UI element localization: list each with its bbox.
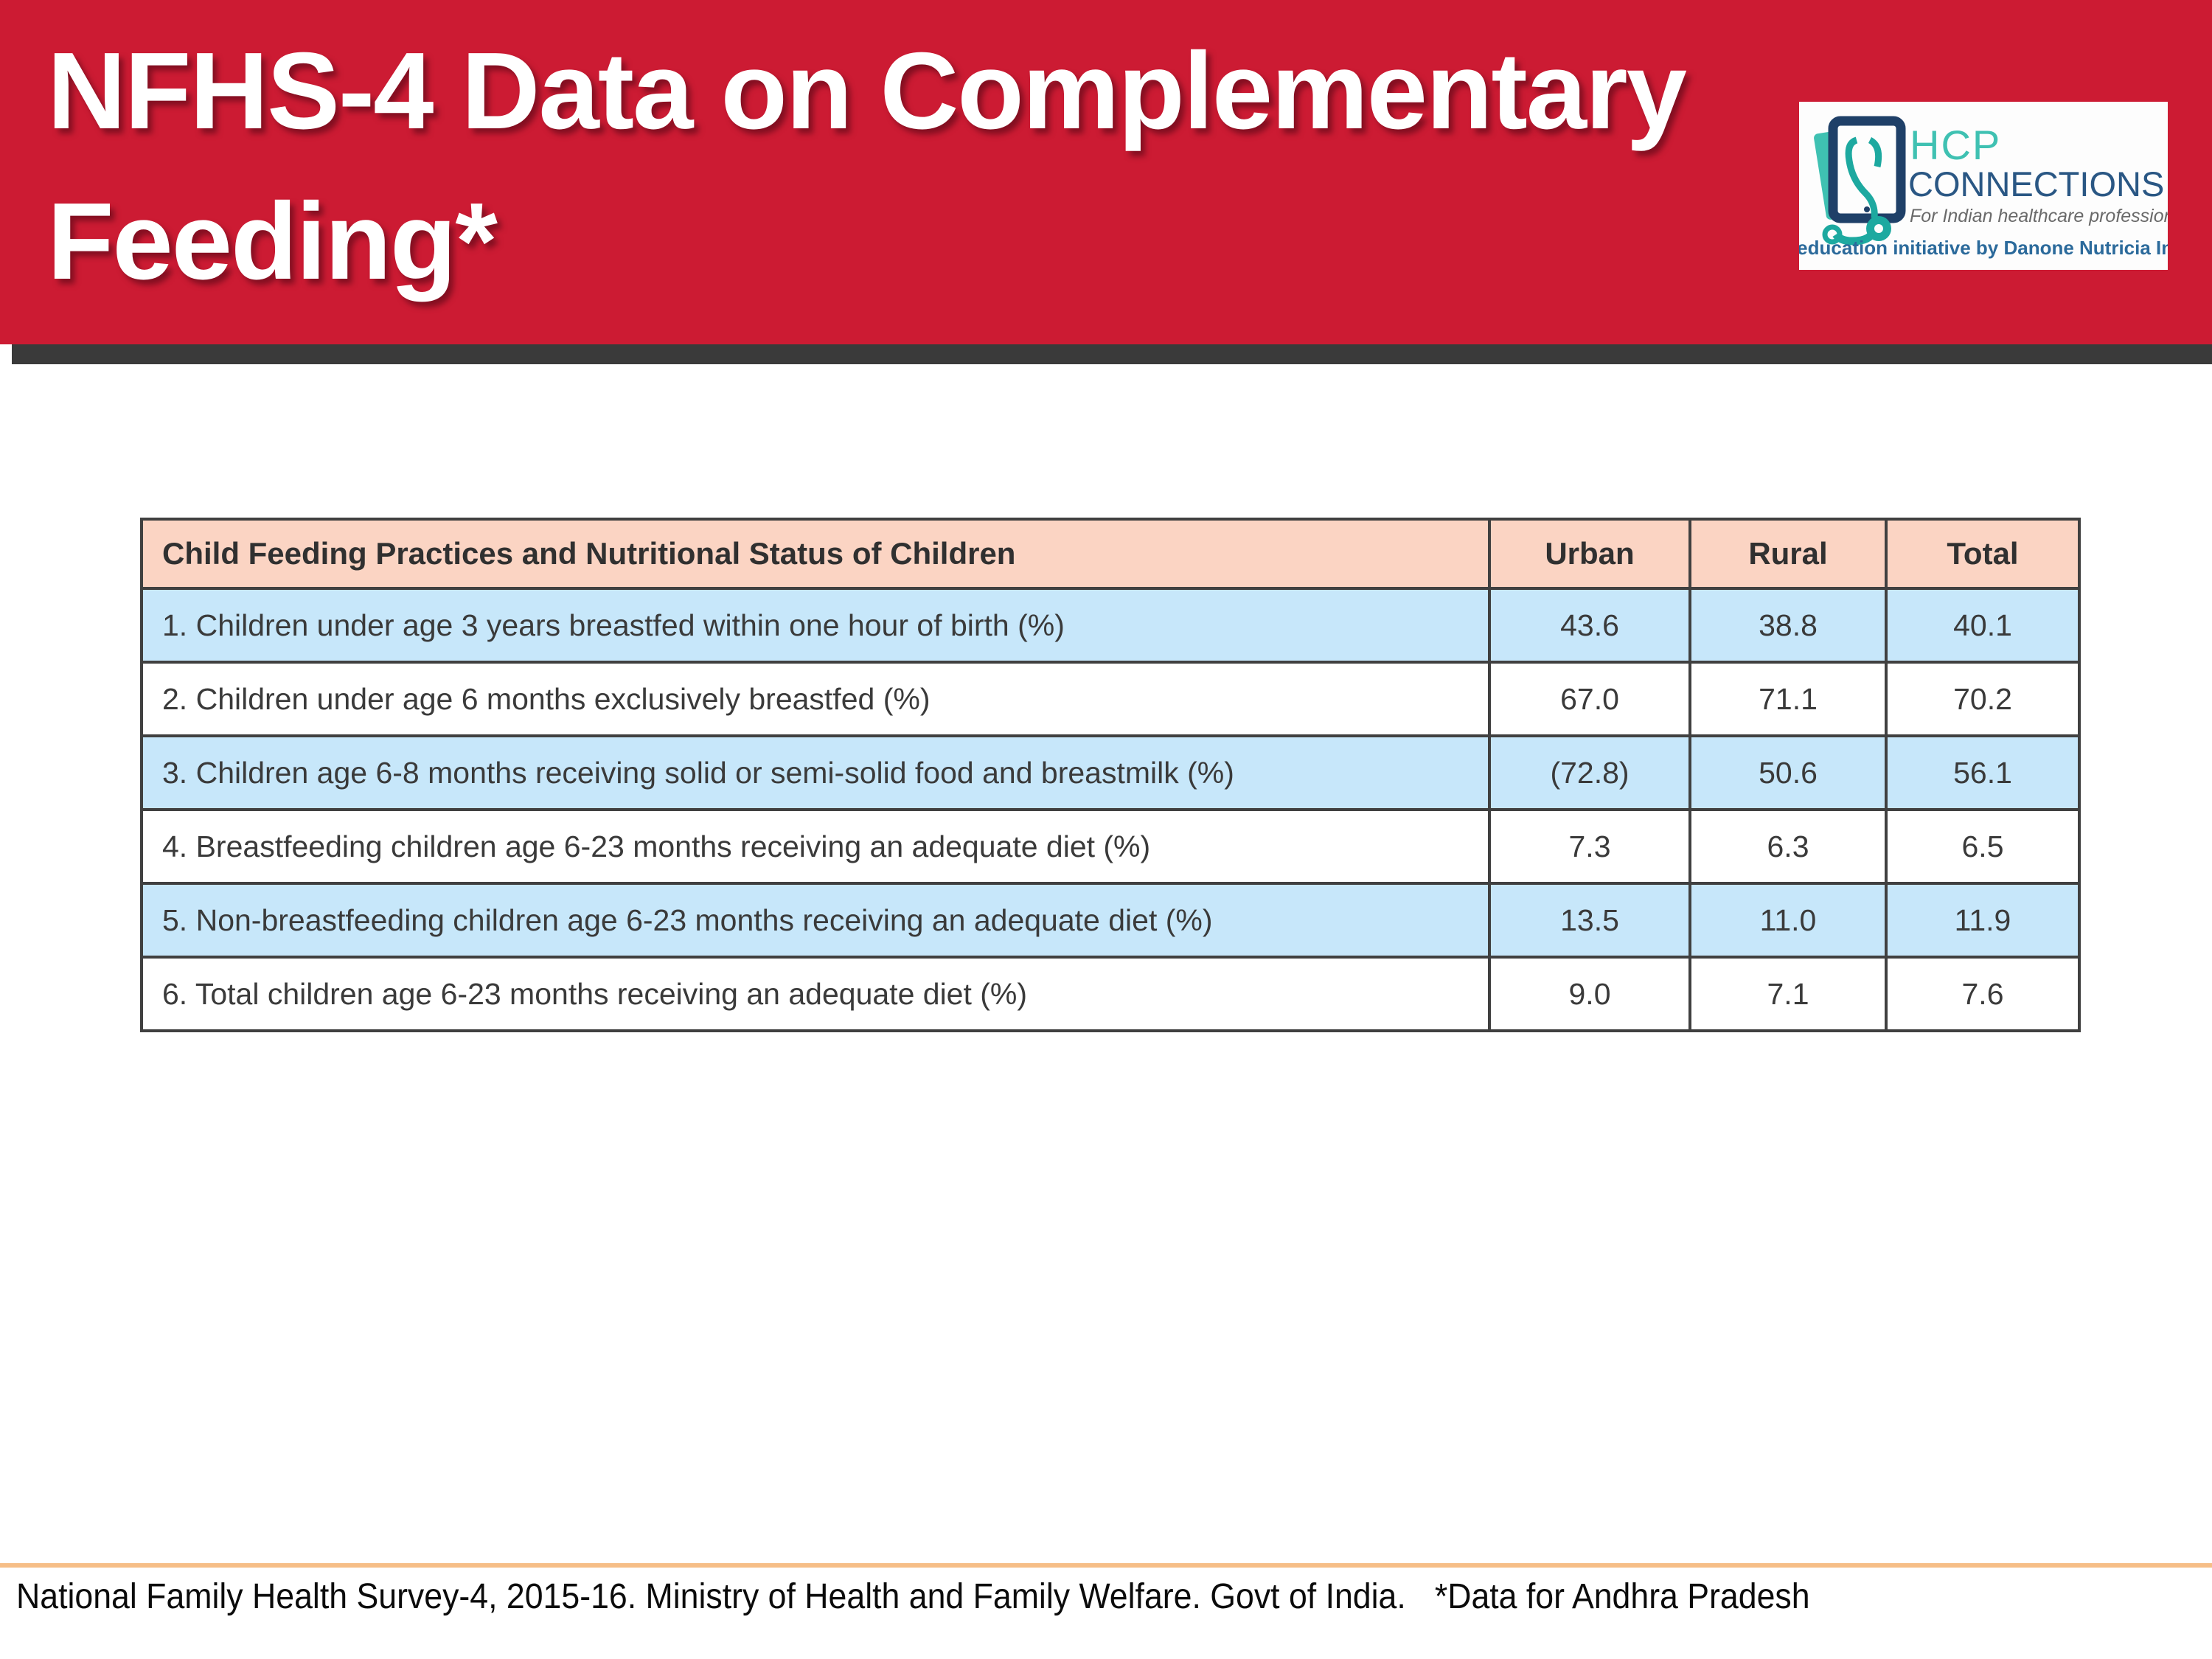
- tablet-home-button: [1864, 206, 1870, 212]
- row-total-value: 56.1: [1885, 734, 2081, 811]
- row-total-value: 40.1: [1885, 587, 2081, 664]
- row-urban-value: 67.0: [1488, 661, 1691, 737]
- slide-title: NFHS-4 Data on Complementary Feeding*: [47, 30, 1687, 303]
- feeding-data-table: Child Feeding Practices and Nutritional …: [140, 518, 2081, 1032]
- row-rural-value: 7.1: [1688, 956, 1888, 1032]
- logo-brand-bottom: CONNECTIONS: [1908, 164, 2164, 204]
- row-label: 5. Non-breastfeeding children age 6-23 m…: [140, 882, 1491, 959]
- row-label: 1. Children under age 3 years breastfed …: [140, 587, 1491, 664]
- header-cell-total: Total: [1885, 518, 2081, 590]
- table-row: 1. Children under age 3 years breastfed …: [140, 587, 2081, 664]
- row-rural-value: 71.1: [1688, 661, 1888, 737]
- table-row: 5. Non-breastfeeding children age 6-23 m…: [140, 882, 2081, 959]
- hcp-connections-logo: HCP CONNECTIONS For Indian healthcare pr…: [1799, 102, 2168, 270]
- row-rural-value: 38.8: [1688, 587, 1888, 664]
- table-header-row: Child Feeding Practices and Nutritional …: [140, 518, 2081, 590]
- footer-citation: National Family Health Survey-4, 2015-16…: [16, 1576, 1810, 1617]
- tablet-icon: [1828, 116, 1906, 223]
- row-rural-value: 11.0: [1688, 882, 1888, 959]
- table-row: 2. Children under age 6 months exclusive…: [140, 661, 2081, 737]
- row-label: 3. Children age 6-8 months receiving sol…: [140, 734, 1491, 811]
- feeding-data-table-wrap: Child Feeding Practices and Nutritional …: [140, 518, 2081, 1032]
- row-urban-value: 43.6: [1488, 587, 1691, 664]
- title-banner: NFHS-4 Data on Complementary Feeding* HC…: [0, 0, 2212, 344]
- row-urban-value: (72.8): [1488, 734, 1691, 811]
- stethoscope-earpiece: [1822, 224, 1843, 245]
- header-cell-label: Child Feeding Practices and Nutritional …: [140, 518, 1491, 590]
- logo-graphic: HCP CONNECTIONS For Indian healthcare pr…: [1799, 116, 2168, 259]
- table-row: 6. Total children age 6-23 months receiv…: [140, 956, 2081, 1032]
- table-row: 4. Breastfeeding children age 6-23 month…: [140, 808, 2081, 885]
- row-label: 6. Total children age 6-23 months receiv…: [140, 956, 1491, 1032]
- banner-drop-shadow: [12, 344, 2212, 364]
- table-row: 3. Children age 6-8 months receiving sol…: [140, 734, 2081, 811]
- stethoscope-chestpiece-hole: [1874, 224, 1883, 233]
- footer-source: National Family Health Survey-4, 2015-16…: [16, 1577, 1406, 1616]
- row-urban-value: 9.0: [1488, 956, 1691, 1032]
- row-total-value: 6.5: [1885, 808, 2081, 885]
- row-label: 2. Children under age 6 months exclusive…: [140, 661, 1491, 737]
- row-total-value: 7.6: [1885, 956, 2081, 1032]
- header-cell-rural: Rural: [1688, 518, 1888, 590]
- footer-note: *Data for Andhra Pradesh: [1434, 1577, 1810, 1616]
- logo-brand-top: HCP: [1910, 122, 2001, 168]
- row-total-value: 70.2: [1885, 661, 2081, 737]
- footer-divider-line: [0, 1563, 2212, 1568]
- logo-initiative-line: An education initiative by Danone Nutric…: [1799, 237, 2168, 259]
- row-label: 4. Breastfeeding children age 6-23 month…: [140, 808, 1491, 885]
- row-urban-value: 13.5: [1488, 882, 1691, 959]
- row-total-value: 11.9: [1885, 882, 2081, 959]
- row-rural-value: 50.6: [1688, 734, 1888, 811]
- header-cell-urban: Urban: [1488, 518, 1691, 590]
- row-urban-value: 7.3: [1488, 808, 1691, 885]
- row-rural-value: 6.3: [1688, 808, 1888, 885]
- logo-tagline: For Indian healthcare professionals: [1910, 206, 2168, 226]
